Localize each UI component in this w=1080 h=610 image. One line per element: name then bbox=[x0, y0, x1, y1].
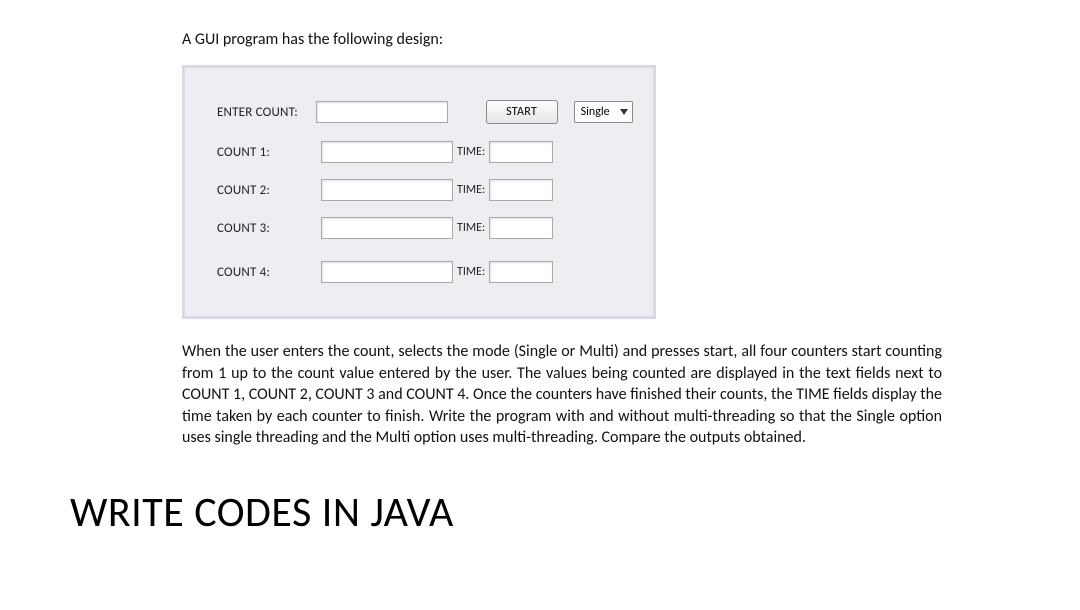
chevron-down-icon bbox=[620, 109, 628, 115]
start-button[interactable]: START bbox=[486, 100, 558, 124]
time-label: TIME: bbox=[457, 265, 485, 279]
count-2-input[interactable] bbox=[321, 179, 453, 201]
count-label: COUNT 4: bbox=[217, 265, 321, 280]
time-3-input[interactable] bbox=[489, 217, 553, 239]
count-3-input[interactable] bbox=[321, 217, 453, 239]
mode-select[interactable]: Single bbox=[574, 101, 633, 123]
gui-panel: ENTER COUNT: START Single COUNT 1: TIME:… bbox=[182, 65, 656, 319]
heading-text: WRITE CODES IN JAVA bbox=[70, 487, 1010, 538]
time-2-input[interactable] bbox=[489, 179, 553, 201]
page: A GUI program has the following design: … bbox=[0, 0, 1080, 558]
enter-count-input[interactable] bbox=[316, 101, 448, 123]
intro-text: A GUI program has the following design: bbox=[182, 30, 1010, 49]
count-row-1: COUNT 1: TIME: bbox=[217, 138, 633, 166]
count-1-input[interactable] bbox=[321, 141, 453, 163]
count-row-4: COUNT 4: TIME: bbox=[217, 258, 633, 286]
count-4-input[interactable] bbox=[321, 261, 453, 283]
count-label: COUNT 2: bbox=[217, 183, 321, 198]
count-row-3: COUNT 3: TIME: bbox=[217, 214, 633, 242]
count-label: COUNT 3: bbox=[217, 221, 321, 236]
count-label: COUNT 1: bbox=[217, 145, 321, 160]
enter-count-label: ENTER COUNT: bbox=[217, 105, 316, 120]
description-text: When the user enters the count, selects … bbox=[182, 341, 942, 449]
enter-count-row: ENTER COUNT: START Single bbox=[217, 98, 633, 126]
count-row-2: COUNT 2: TIME: bbox=[217, 176, 633, 204]
time-label: TIME: bbox=[457, 145, 485, 159]
time-1-input[interactable] bbox=[489, 141, 553, 163]
time-label: TIME: bbox=[457, 221, 485, 235]
time-label: TIME: bbox=[457, 183, 485, 197]
time-4-input[interactable] bbox=[489, 261, 553, 283]
mode-select-value: Single bbox=[581, 105, 610, 119]
